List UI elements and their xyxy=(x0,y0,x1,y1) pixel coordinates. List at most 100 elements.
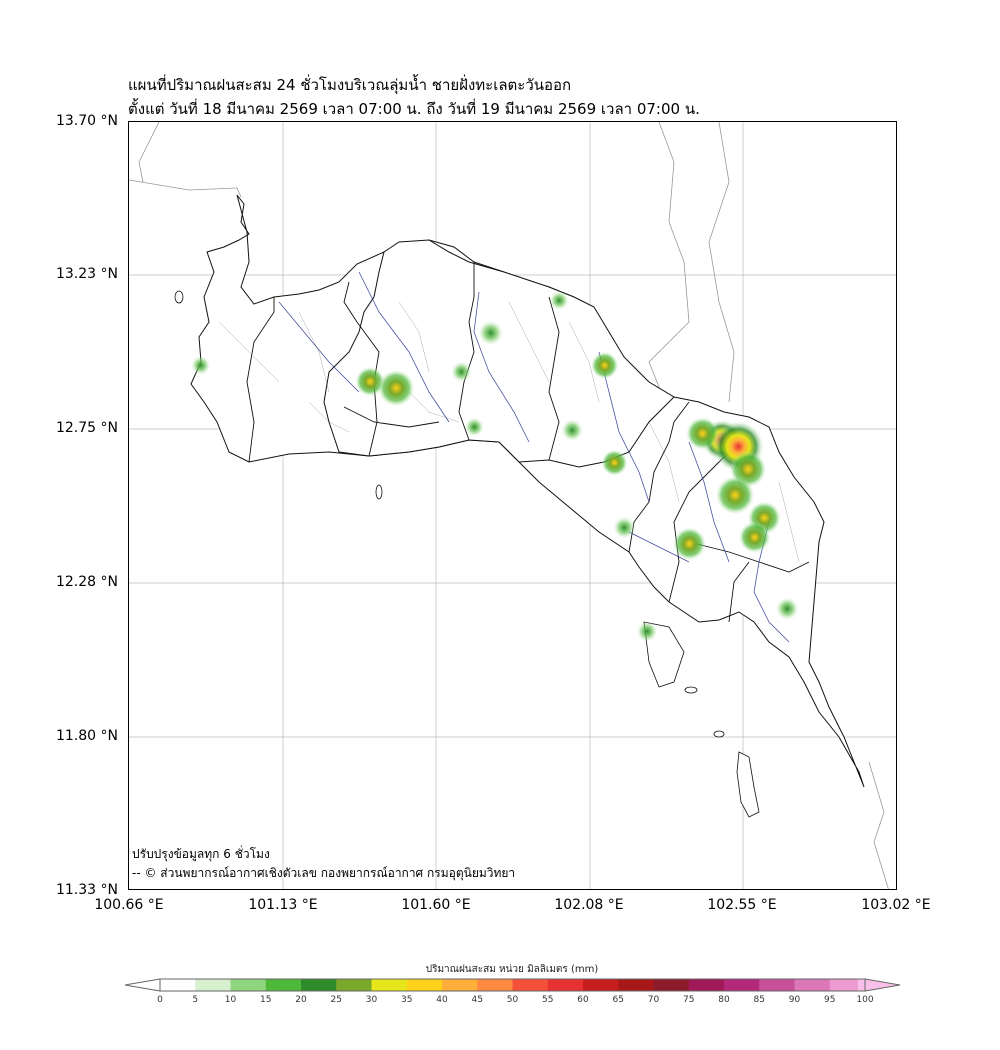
colorbar-segment xyxy=(357,979,365,991)
lat-tick-label: 11.33 °N xyxy=(55,882,118,898)
colorbar-segment xyxy=(801,979,810,991)
colorbar-segment xyxy=(850,979,859,991)
colorbar-segment xyxy=(456,979,464,991)
colorbar-segment xyxy=(378,979,387,991)
colorbar-segment xyxy=(695,979,704,991)
colorbar-title: ปริมาณฝนสะสม หน่วย มิลลิเมตร (mm) xyxy=(425,964,599,975)
lat-tick-label: 13.70 °N xyxy=(55,113,118,129)
colorbar-segment xyxy=(484,979,492,991)
colorbar-segment xyxy=(301,979,309,991)
rain-cell xyxy=(775,597,799,620)
lon-tick-label: 100.66 °E xyxy=(94,897,164,913)
colorbar-segment xyxy=(554,979,563,991)
colorbar-tick-label: 90 xyxy=(788,995,801,1005)
colorbar-segment xyxy=(399,979,408,991)
map-title-line-2: ตั้งแต่ วันที่ 18 มีนาคม 2569 เวลา 07:00… xyxy=(128,100,700,118)
colorbar-segment xyxy=(787,979,795,991)
credit-note: -- © ส่วนพยากรณ์อากาศเชิงตัวเลข กองพยากร… xyxy=(132,866,516,880)
colorbar-segment xyxy=(674,979,683,991)
colorbar-segment xyxy=(265,979,274,991)
colorbar-segment xyxy=(230,979,239,991)
colorbar-tick-label: 5 xyxy=(192,995,199,1005)
colorbar-segment xyxy=(857,979,866,991)
colorbar-tick-label: 65 xyxy=(612,995,624,1005)
colorbar-segment xyxy=(667,979,676,991)
rain-cell xyxy=(464,417,484,437)
colorbar-segment xyxy=(639,979,647,991)
colorbar-segment xyxy=(272,979,281,991)
colorbar-segment xyxy=(209,979,217,991)
map-panel[interactable] xyxy=(128,121,897,890)
colorbar-segment xyxy=(449,979,457,991)
colorbar-frame xyxy=(159,978,866,992)
colorbar-segment xyxy=(604,979,612,991)
lon-tick-label: 102.55 °E xyxy=(707,897,777,913)
colorbar-segment xyxy=(590,979,598,991)
colorbar-segment xyxy=(258,979,267,991)
colorbar-segment xyxy=(202,979,210,991)
colorbar-tick-label: 25 xyxy=(330,995,342,1005)
colorbar-segment xyxy=(244,979,253,991)
colorbar-tick-label: 85 xyxy=(753,995,765,1005)
rain-cell xyxy=(673,527,706,561)
colorbar-segment xyxy=(385,979,394,991)
colorbar-max-extend xyxy=(864,978,901,992)
colorbar-segment xyxy=(498,979,506,991)
colorbar-segment xyxy=(223,979,231,991)
rain-cell xyxy=(549,291,569,310)
colorbar-tick-label: 70 xyxy=(647,995,660,1005)
colorbar-segment xyxy=(434,979,443,991)
colorbar-tick-label: 50 xyxy=(506,995,519,1005)
colorbar-segment xyxy=(392,979,401,991)
basin-outline-north xyxy=(323,239,675,468)
colorbar-segment xyxy=(526,979,535,991)
colorbar-segment xyxy=(420,979,429,991)
colorbar-segment xyxy=(709,979,718,991)
colorbar-segment xyxy=(406,979,415,991)
colorbar-segment xyxy=(251,979,260,991)
colorbar-segment xyxy=(540,979,549,991)
colorbar-tick-label: 55 xyxy=(542,995,554,1005)
rain-cell xyxy=(715,475,755,515)
rain-cell xyxy=(451,361,472,382)
colorbar-segment xyxy=(716,979,725,991)
colorbar-segment xyxy=(512,979,521,991)
colorbar-tick-label: 0 xyxy=(157,995,163,1005)
colorbar-segment xyxy=(343,979,351,991)
colorbar-segment xyxy=(611,979,619,991)
colorbar-segment xyxy=(688,979,697,991)
colorbar-tick-label: 100 xyxy=(856,995,874,1005)
colorbar-segment xyxy=(773,979,781,991)
colorbar-segment xyxy=(336,979,344,991)
colorbar-segment xyxy=(195,979,203,991)
colorbar-segment xyxy=(724,979,732,991)
colorbar-segment xyxy=(413,979,422,991)
colorbar-tick-label: 10 xyxy=(224,995,237,1005)
colorbar-segment xyxy=(597,979,605,991)
colorbar-segment xyxy=(463,979,471,991)
colorbar-segment xyxy=(188,979,196,991)
colorbar-segment xyxy=(794,979,803,991)
colorbar-min-extend xyxy=(125,978,161,992)
colorbar-segment xyxy=(470,979,478,991)
colorbar-segment xyxy=(216,979,224,991)
colorbar-segment xyxy=(738,979,746,991)
rain-cell xyxy=(191,355,211,375)
colorbar-segment xyxy=(477,979,485,991)
colorbar-segment xyxy=(815,979,824,991)
rain-cell xyxy=(686,417,719,450)
colorbar-segment xyxy=(625,979,633,991)
colorbar-segment xyxy=(646,979,654,991)
rainfall-map xyxy=(129,122,896,889)
colorbar-segment xyxy=(561,979,570,991)
colorbar-segment xyxy=(329,979,337,991)
colorbar-segment xyxy=(780,979,788,991)
colorbar-segment xyxy=(364,979,372,991)
colorbar-segment xyxy=(822,979,831,991)
colorbar-segment xyxy=(731,979,739,991)
colorbar-segment xyxy=(174,979,182,991)
update-note: ปรับปรุงข้อมูลทุก 6 ชั่วโมง xyxy=(132,847,270,861)
colorbar-segment xyxy=(181,979,189,991)
colorbar-segment xyxy=(632,979,640,991)
colorbar-segment xyxy=(547,979,556,991)
